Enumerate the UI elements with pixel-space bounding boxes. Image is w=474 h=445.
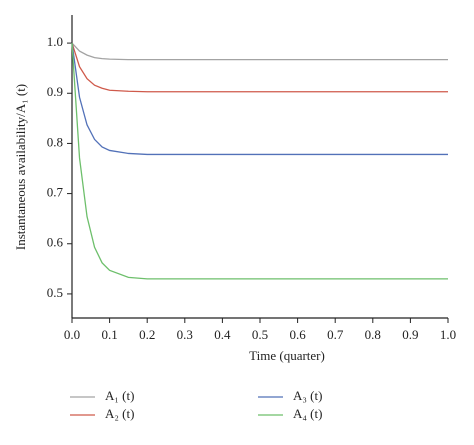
y-tick-label: 0.5 [47,285,63,300]
x-tick-label: 0.3 [177,327,193,342]
x-tick-label: 0.5 [252,327,268,342]
x-tick-label: 0.1 [101,327,117,342]
x-tick-label: 0.9 [402,327,418,342]
y-tick-label: 0.8 [47,134,63,149]
legend-label: A₄ (t) [293,406,322,421]
y-tick-label: 0.6 [47,235,64,250]
x-tick-label: 0.4 [214,327,231,342]
line-series [71,42,448,61]
x-tick-label: 0.2 [139,327,155,342]
x-tick-label: 0.8 [365,327,381,342]
x-tick-label: 0.6 [289,327,306,342]
x-tick-label: 0.0 [64,327,80,342]
line-series [71,43,448,156]
y-tick-label: 1.0 [47,34,63,49]
y-tick-label: 0.7 [47,185,64,200]
line-series [71,43,448,280]
legend-label: A₂ (t) [105,406,134,421]
x-tick-label: 0.7 [327,327,344,342]
line-series [71,42,448,93]
legend-label: A₃ (t) [293,388,322,403]
y-axis-label: Instantaneous availability/A₁ (t) [13,84,28,250]
x-tick-label: 1.0 [440,327,456,342]
legend-label: A₁ (t) [105,388,134,403]
y-tick-label: 0.9 [47,84,63,99]
x-axis-label: Time (quarter) [249,348,325,363]
